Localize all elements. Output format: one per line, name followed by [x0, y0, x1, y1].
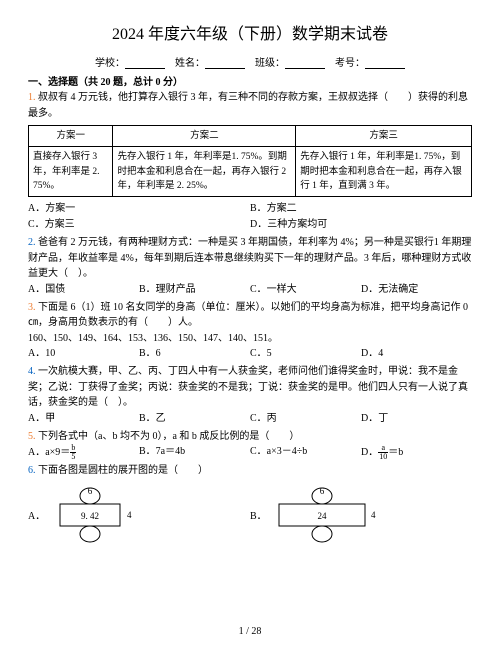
- q6-text: 下面各图是圆柱的展开图的是（ ）: [38, 465, 208, 476]
- q5-text: 下列各式中（a、b 均不为 0），a 和 b 成反比例的是（ ）: [38, 431, 299, 442]
- q6-diagrams: A． 6 9. 42 4 B． 6 24 4: [28, 485, 472, 545]
- q5-opt-d: D．a10＝b: [361, 444, 472, 461]
- q5-number: 5.: [28, 431, 38, 442]
- q5-opt-b: B．7a＝4b: [139, 444, 250, 461]
- q2-opt-b: B．理财产品: [139, 282, 250, 298]
- q1-choices: A．方案一 B．方案二 C．方案三 D．三种方案均可: [28, 201, 472, 233]
- question-6: 6. 下面各图是圆柱的展开图的是（ ） A． 6 9. 42 4 B． 6 24…: [28, 463, 472, 545]
- dia-b-top: 6: [319, 486, 324, 496]
- q3-data: 160、150、149、164、153、136、150、147、140、151。: [28, 331, 472, 347]
- q3-choices: A．10 B．6 C．5 D．4: [28, 346, 472, 362]
- q1-th2: 方案二: [113, 126, 296, 147]
- q6-diagram-a: A． 6 9. 42 4: [28, 485, 250, 545]
- q3-opt-b: B．6: [139, 346, 250, 362]
- q4-choices: A．甲 B．乙 C．丙 D．丁: [28, 411, 472, 427]
- q6-diagram-b: B． 6 24 4: [250, 485, 472, 545]
- q1-text: 叔叔有 4 万元钱，他打算存入银行 3 年，有三种不同的存款方案，王叔叔选择（ …: [28, 92, 468, 119]
- class-label: 班级：: [255, 54, 285, 69]
- q4-number: 4.: [28, 366, 38, 377]
- q1-c1: 直接存入银行 3 年，年利率是 2. 75%。: [29, 147, 113, 197]
- dia-b-mid: 24: [317, 511, 327, 521]
- dia-a-right: 4: [127, 510, 132, 520]
- q1-number: 1.: [28, 92, 38, 103]
- q1-th3: 方案三: [296, 126, 472, 147]
- name-blank: [205, 58, 245, 69]
- q5-choices: A．a×9＝b5 B．7a＝4b C．a×3－4÷b D．a10＝b: [28, 444, 472, 461]
- q3-number: 3.: [28, 302, 38, 313]
- q2-opt-d: D．无法确定: [361, 282, 472, 298]
- q2-opt-a: A．国债: [28, 282, 139, 298]
- q4-text: 一次航模大赛，甲、乙、丙、丁四人中有一人获金奖，老师问他们谁得奖金时，甲说：我不…: [28, 366, 468, 408]
- q5-opt-a: A．a×9＝b5: [28, 444, 139, 461]
- q2-number: 2.: [28, 237, 38, 248]
- q4-opt-c: C．丙: [250, 411, 361, 427]
- fraction-icon: b5: [70, 444, 76, 461]
- question-1: 1. 叔叔有 4 万元钱，他打算存入银行 3 年，有三种不同的存款方案，王叔叔选…: [28, 90, 472, 233]
- section-1-header: 一、选择题（共 20 题，总计 0 分）: [28, 73, 472, 88]
- dia-b-right: 4: [371, 510, 376, 520]
- question-4: 4. 一次航模大赛，甲、乙、丙、丁四人中有一人获金奖，老师问他们谁得奖金时，甲说…: [28, 364, 472, 427]
- fraction-icon: a10: [378, 444, 388, 461]
- q4-opt-b: B．乙: [139, 411, 250, 427]
- q1-opt-d: D．三种方案均可: [250, 217, 472, 233]
- page-footer: 1 / 28: [0, 626, 500, 637]
- q5-opt-c: C．a×3－4÷b: [250, 444, 361, 461]
- student-info-line: 学校： 姓名： 班级： 考号：: [28, 54, 472, 69]
- dia-a-top: 6: [88, 486, 93, 496]
- q4-opt-d: D．丁: [361, 411, 472, 427]
- examno-blank: [365, 58, 405, 69]
- q4-opt-a: A．甲: [28, 411, 139, 427]
- q3-opt-d: D．4: [361, 346, 472, 362]
- q1-opt-c: C．方案三: [28, 217, 250, 233]
- school-label: 学校：: [95, 54, 125, 69]
- q1-opt-b: B．方案二: [250, 201, 472, 217]
- cylinder-net-icon: 6 24 4: [267, 485, 397, 545]
- page-title: 2024 年度六年级（下册）数学期末试卷: [28, 20, 472, 44]
- dia-a-mid: 9. 42: [81, 511, 99, 521]
- q1-opt-a: A．方案一: [28, 201, 250, 217]
- q3-text: 下面是 6（1）班 10 名女同学的身高（单位：厘米）。以她们的平均身高为标准，…: [28, 302, 468, 329]
- question-3: 3. 下面是 6（1）班 10 名女同学的身高（单位：厘米）。以她们的平均身高为…: [28, 300, 472, 363]
- question-2: 2. 爸爸有 2 万元钱，有两种理财方式：一种是买 3 年期国债，年利率为 4%…: [28, 235, 472, 298]
- q2-text: 爸爸有 2 万元钱，有两种理财方式：一种是买 3 年期国债，年利率为 4%；另一…: [28, 237, 471, 279]
- question-5: 5. 下列各式中（a、b 均不为 0），a 和 b 成反比例的是（ ） A．a×…: [28, 429, 472, 462]
- cylinder-net-icon: 6 9. 42 4: [45, 485, 155, 545]
- q3-opt-c: C．5: [250, 346, 361, 362]
- q2-opt-c: C．一样大: [250, 282, 361, 298]
- q1-c2: 先存入银行 1 年，年利率是1. 75%。到期时把本金和利息合在一起，再存入银行…: [113, 147, 296, 197]
- q3-opt-a: A．10: [28, 346, 139, 362]
- q1-th1: 方案一: [29, 126, 113, 147]
- name-label: 姓名：: [175, 54, 205, 69]
- school-blank: [125, 58, 165, 69]
- q6-number: 6.: [28, 465, 38, 476]
- examno-label: 考号：: [335, 54, 365, 69]
- class-blank: [285, 58, 325, 69]
- q2-choices: A．国债 B．理财产品 C．一样大 D．无法确定: [28, 282, 472, 298]
- q1-c3: 先存入银行 1 年，年利率是1. 75%，到期时把本金和利息合在一起，再存入银行…: [296, 147, 472, 197]
- q1-table: 方案一 方案二 方案三 直接存入银行 3 年，年利率是 2. 75%。 先存入银…: [28, 125, 472, 197]
- q6-label-a: A．: [28, 507, 45, 522]
- q6-label-b: B．: [250, 507, 267, 522]
